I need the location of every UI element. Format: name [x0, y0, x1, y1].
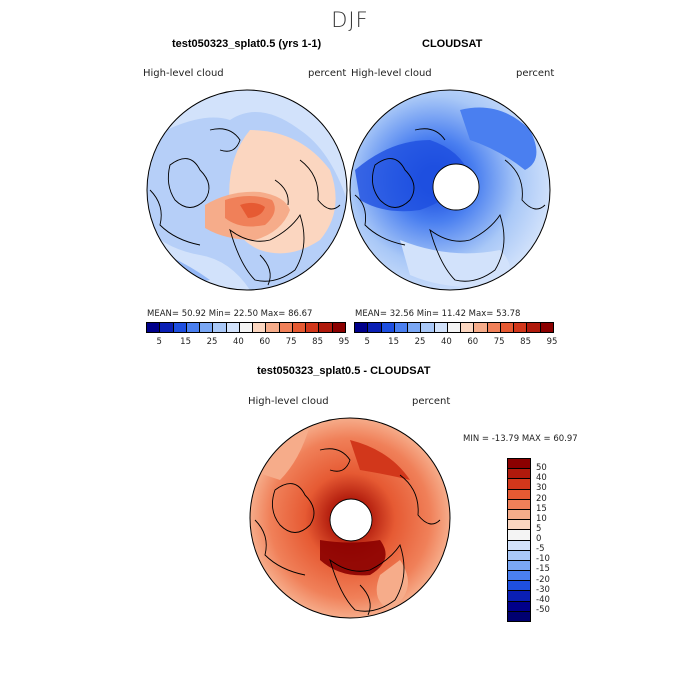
colorbar-diff-swatch — [508, 469, 530, 480]
colorbar-diff-swatch — [508, 601, 530, 612]
colorbar-panel2 — [354, 322, 554, 333]
panel3-title: test050323_splat0.5 - CLOUDSAT — [257, 365, 431, 377]
panel3-stats: MIN = -13.79 MAX = 60.97 — [463, 434, 578, 444]
colorbar-diff-tick-label: -15 — [536, 564, 550, 575]
colorbar-panel1-tick-label: 60 — [259, 337, 271, 347]
colorbar-panel2-swatch — [540, 323, 553, 332]
colorbar-diff-tick-label: -30 — [536, 584, 550, 595]
colorbar-panel2-swatch — [368, 323, 382, 332]
colorbar-diff-tick-label: -50 — [536, 604, 550, 615]
colorbar-diff-swatch — [508, 560, 530, 572]
colorbar-panel1-tick-label: 85 — [312, 337, 324, 347]
colorbar-diff-tick-label: 30 — [536, 483, 547, 494]
colorbar-panel2-labels: 5 15 25 40 60 75 85 95 — [354, 337, 557, 349]
colorbar-panel2-swatch — [434, 323, 448, 332]
colorbar-panel2-swatch — [461, 323, 475, 332]
colorbar-panel1-labels: 5 15 25 40 60 75 85 95 — [146, 337, 349, 349]
colorbar-diff-swatch — [508, 540, 530, 551]
colorbar-diff-swatch — [508, 489, 530, 500]
colorbar-panel1-swatch — [213, 323, 227, 332]
colorbar-diff-swatch — [508, 611, 530, 621]
colorbar-panel1-swatch — [253, 323, 267, 332]
colorbar-panel2-swatch — [408, 323, 422, 332]
colorbar-diff-swatch — [508, 520, 530, 531]
colorbar-panel2-tick-label: 5 — [364, 337, 370, 347]
colorbar-panel1-swatch — [266, 323, 280, 332]
colorbar-panel2-swatch — [514, 323, 528, 332]
panel2-stats: MEAN= 32.56 Min= 11.42 Max= 53.78 — [355, 309, 521, 319]
panel1-variable-label: High-level cloud — [143, 68, 224, 79]
colorbar-panel1-swatch — [239, 323, 254, 332]
colorbar-diff-tick-label: 20 — [536, 493, 547, 504]
colorbar-panel2-swatch — [527, 323, 541, 332]
colorbar-panel1-tick-label: 75 — [285, 337, 297, 347]
colorbar-panel1-swatch — [186, 323, 201, 332]
colorbar-panel1-tick-label: 15 — [180, 337, 192, 347]
colorbar-panel1-swatch — [279, 323, 293, 332]
colorbar-panel1-swatch — [332, 323, 345, 332]
colorbar-panel2-swatch — [394, 323, 409, 332]
colorbar-panel1 — [146, 322, 346, 333]
colorbar-diff-tick-label: 40 — [536, 473, 547, 484]
colorbar-panel2-tick-label: 60 — [467, 337, 479, 347]
colorbar-panel2-swatch — [474, 323, 488, 332]
colorbar-panel1-tick-label: 40 — [232, 337, 244, 347]
colorbar-panel1-swatch — [292, 323, 307, 332]
colorbar-panel1-tick-label: 5 — [156, 337, 162, 347]
colorbar-diff-swatch — [508, 581, 530, 592]
panel2-title: CLOUDSAT — [422, 38, 483, 50]
colorbar-diff-swatch — [508, 571, 530, 582]
panel1-units-label: percent — [308, 68, 347, 79]
colorbar-panel2-swatch — [487, 323, 501, 332]
colorbar-diff-labels: 50 40 30 20 15 10 5 0 -5 -10 -15 -20 -30 -40 -50 — [536, 458, 576, 620]
panel2-units-label: percent — [516, 68, 555, 79]
colorbar-panel1-swatch — [319, 323, 333, 332]
colorbar-panel1-swatch — [200, 323, 214, 332]
colorbar-panel2-tick-label: 75 — [493, 337, 505, 347]
colorbar-diff-swatch — [508, 499, 530, 510]
season-title: DJF — [331, 8, 369, 32]
colorbar-diff-tick-label: -10 — [536, 554, 550, 565]
colorbar-panel1-swatch — [306, 323, 320, 332]
colorbar-diff-tick-label: 15 — [536, 503, 547, 514]
colorbar-diff-swatch — [508, 509, 530, 521]
colorbar-diff-tick-label: 5 — [536, 523, 542, 534]
colorbar-panel1-tick-label: 95 — [338, 337, 350, 347]
colorbar-diff-tick-label: -40 — [536, 594, 550, 605]
panel3-units-label: percent — [412, 396, 451, 407]
colorbar-panel2-swatch — [381, 323, 395, 332]
colorbar-diff-tick-label: -5 — [536, 544, 545, 555]
colorbar-diff-swatch — [508, 459, 530, 470]
colorbar-panel2-tick-label: 15 — [388, 337, 400, 347]
colorbar-diff-tick-label: -20 — [536, 574, 550, 585]
panel3-variable-label: High-level cloud — [248, 396, 329, 407]
colorbar-panel2-swatch — [500, 323, 515, 332]
colorbar-diff-tick-label: 10 — [536, 513, 547, 524]
colorbar-diff-swatch — [508, 479, 530, 490]
colorbar-diff-swatch — [508, 550, 530, 561]
colorbar-panel2-swatch — [355, 323, 369, 332]
colorbar-panel2-tick-label: 25 — [414, 337, 426, 347]
panel1-stats: MEAN= 50.92 Min= 22.50 Max= 86.67 — [147, 309, 313, 319]
colorbar-panel1-swatch — [173, 323, 187, 332]
colorbar-panel1-tick-label: 25 — [206, 337, 218, 347]
colorbar-panel2-tick-label: 95 — [546, 337, 558, 347]
colorbar-panel1-swatch — [147, 323, 161, 332]
panel2-variable-label: High-level cloud — [351, 68, 432, 79]
colorbar-panel1-swatch — [160, 323, 174, 332]
colorbar-diff-swatch — [508, 591, 530, 602]
colorbar-diff-tick-label: 0 — [536, 534, 542, 544]
panel1-title: test050323_splat0.5 (yrs 1-1) — [172, 38, 322, 50]
colorbar-diff-swatch — [508, 530, 530, 541]
colorbar-diff-tick-label: 50 — [536, 463, 547, 474]
colorbar-diff — [507, 458, 531, 622]
colorbar-panel2-swatch — [421, 323, 435, 332]
colorbar-panel1-swatch — [226, 323, 240, 332]
colorbar-panel2-swatch — [447, 323, 462, 332]
colorbar-panel2-tick-label: 40 — [440, 337, 452, 347]
colorbar-panel2-tick-label: 85 — [520, 337, 532, 347]
